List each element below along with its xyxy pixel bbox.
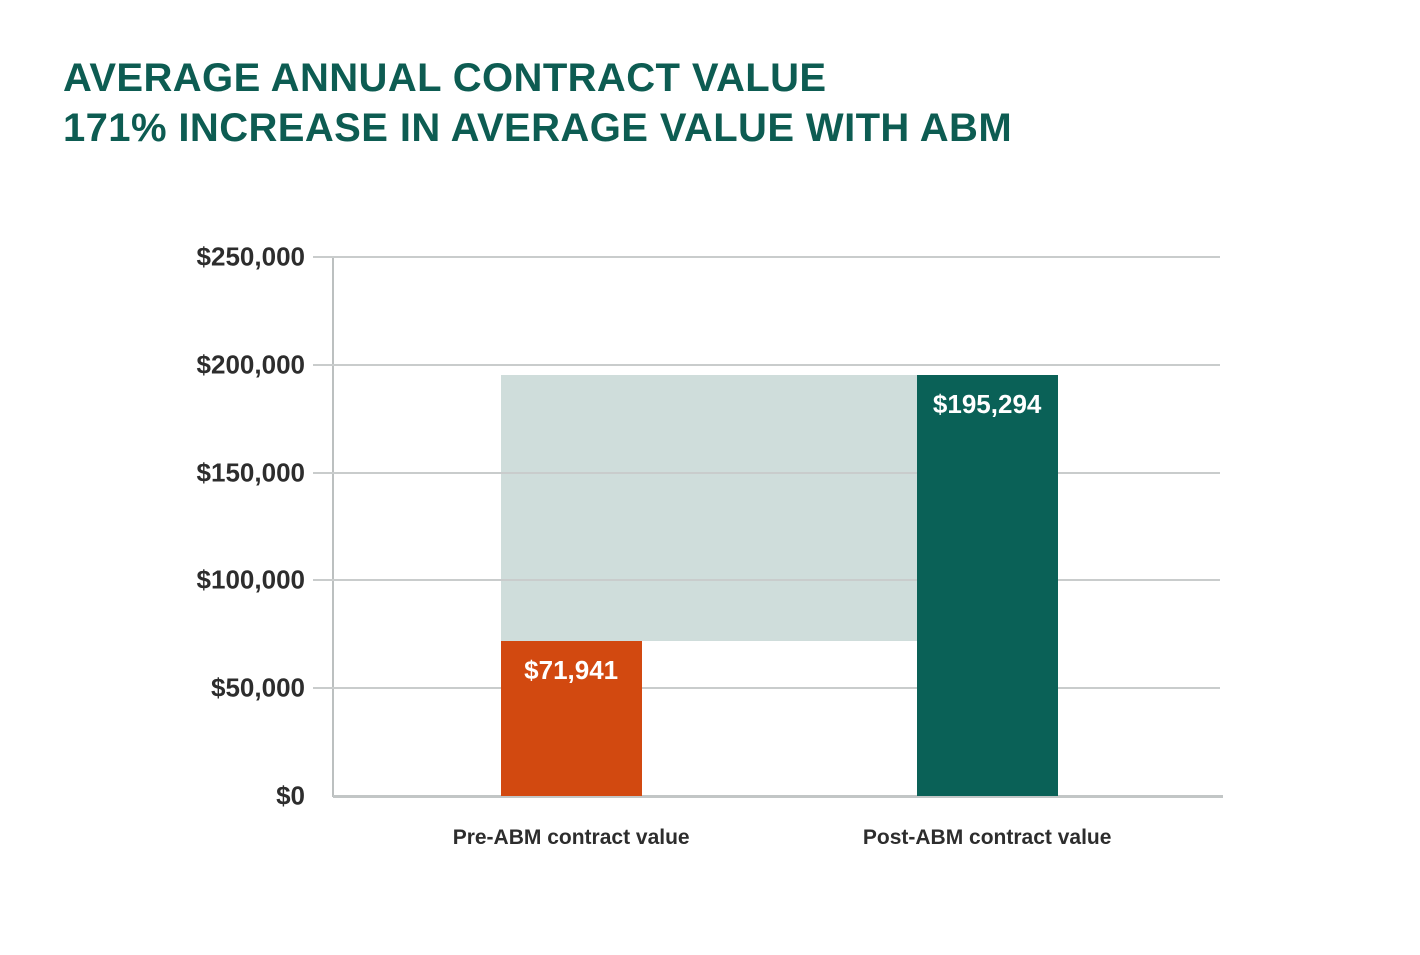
y-axis-line (332, 257, 334, 797)
y-axis-tick-label: $200,000 (196, 349, 305, 380)
gridline (313, 687, 1220, 690)
gridline (313, 363, 1220, 366)
gridline (313, 579, 1220, 582)
chart-title-line2: 171% INCREASE IN AVERAGE VALUE WITH ABM (63, 106, 1013, 150)
x-axis-line (333, 795, 1223, 798)
y-axis-tick-label: $0 (276, 780, 305, 811)
x-axis-category-label: Pre-ABM contract value (452, 826, 690, 849)
gridline (313, 256, 1220, 258)
chart-title: AVERAGE ANNUAL CONTRACT VALUE 171% INCRE… (63, 53, 1012, 153)
y-axis-tick-label: $250,000 (196, 241, 305, 272)
bar-pre-abm: $71,941 (500, 640, 642, 796)
gridline (313, 471, 1220, 474)
y-axis-tick-label: $100,000 (196, 564, 305, 595)
bar-post-abm: $195,294 (916, 374, 1058, 796)
chart-title-line1: AVERAGE ANNUAL CONTRACT VALUE (63, 56, 827, 100)
y-axis-tick-label: $150,000 (196, 457, 305, 488)
bar-value-label: $195,294 (932, 388, 1042, 419)
y-axis-tick-label: $50,000 (211, 672, 305, 703)
plot-area: $250,000 $200,000 $150,000 $100,000 $50,000 $… (197, 242, 1223, 849)
x-axis-category-label: Post-ABM contract value (862, 826, 1112, 849)
bar-value-label: $71,941 (524, 654, 619, 685)
